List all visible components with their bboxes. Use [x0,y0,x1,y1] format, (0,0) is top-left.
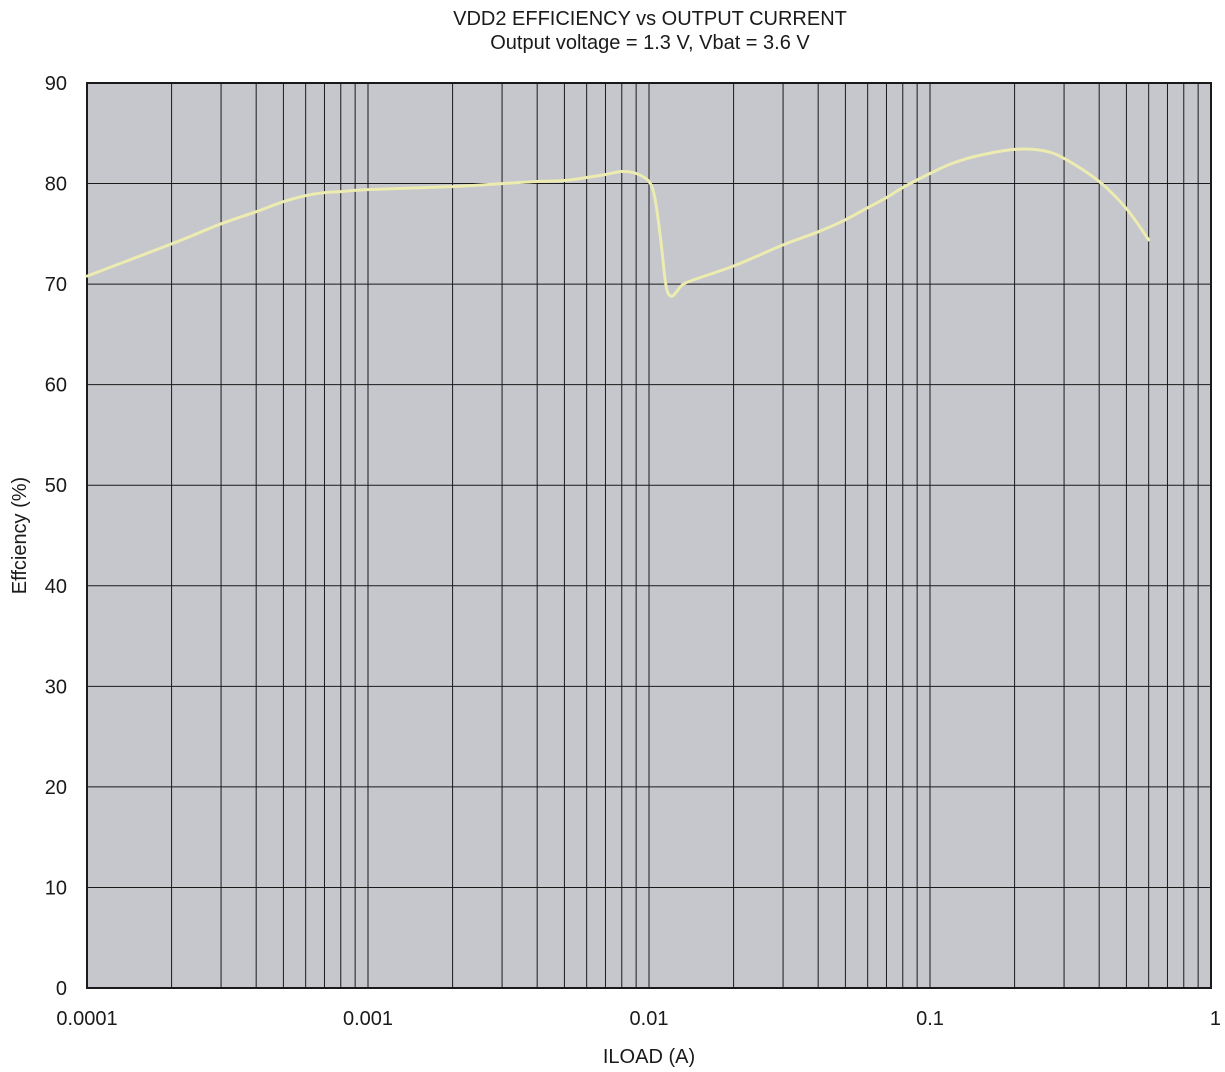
plot-frame [86,82,1212,989]
chart-subtitle: Output voltage = 1.3 V, Vbat = 3.6 V [490,32,810,54]
y-tick-label: 60 [45,375,67,397]
y-tick-label: 90 [45,73,67,95]
y-tick-label: 10 [45,877,67,899]
y-tick-label: 30 [45,676,67,698]
x-tick-label: 0.0001 [56,1008,117,1030]
y-tick-label: 70 [45,274,67,296]
x-tick-label: 0.01 [630,1008,669,1030]
series-line [85,147,1151,298]
x-tick-label: 0.001 [343,1008,393,1030]
y-tick-label: 40 [45,576,67,598]
y-tick-label: 20 [45,777,67,799]
x-tick-label: 1 [1210,1008,1221,1030]
y-tick-label: 0 [56,978,67,1000]
x-tick-label: 0.1 [916,1008,944,1030]
y-tick-label: 50 [45,475,67,497]
chart-title: VDD2 EFFICIENCY vs OUTPUT CURRENT [453,8,847,30]
y-axis-label: Effciency (%) [9,477,31,594]
x-axis-label: ILOAD (A) [603,1046,695,1068]
tick-labels: 0 10 20 30 40 50 60 70 80 90 0.0001 0.001 0.01 0.1 1 [45,73,1221,1030]
y-tick-label: 80 [45,174,67,196]
gridlines [87,83,1211,988]
